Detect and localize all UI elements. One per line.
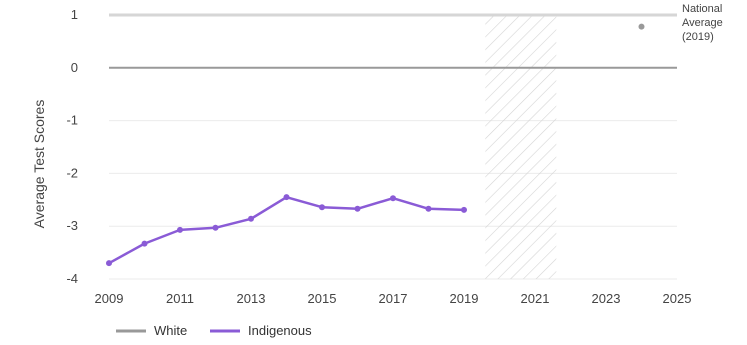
x-tick-label: 2013: [237, 291, 266, 306]
y-tick-label: 0: [71, 60, 78, 75]
y-tick-label: -1: [66, 113, 78, 128]
x-tick-label: 2023: [592, 291, 621, 306]
x-tick-label: 2021: [521, 291, 550, 306]
annotation-point: [638, 23, 645, 30]
data-point: [283, 194, 290, 201]
legend-label-white: White: [154, 323, 187, 338]
data-point: [354, 205, 361, 212]
data-point: [425, 205, 432, 212]
x-tick-label: 2019: [450, 291, 479, 306]
data-point: [141, 240, 148, 247]
x-tick-label: 2009: [95, 291, 124, 306]
annotation-label: National Average (2019): [682, 3, 723, 43]
data-point: [177, 226, 183, 233]
shaded-band: [485, 15, 557, 279]
legend-label-indigenous: Indigenous: [248, 323, 312, 338]
x-tick-label: 2017: [379, 291, 408, 306]
y-tick-label: -4: [66, 271, 78, 286]
data-point: [319, 204, 325, 211]
x-tick-label: 2025: [663, 291, 692, 306]
data-point: [212, 224, 219, 231]
y-axis-title: Average Test Scores: [31, 100, 47, 229]
y-tick-label: -3: [66, 218, 78, 233]
y-tick-label: 1: [71, 7, 78, 22]
data-point: [461, 206, 467, 213]
data-point: [106, 260, 112, 267]
y-tick-label: -2: [66, 165, 78, 180]
data-point: [248, 215, 254, 222]
x-tick-label: 2011: [166, 291, 194, 306]
data-point: [390, 195, 396, 202]
series-line-indigenous: [108, 195, 465, 265]
x-tick-label: 2015: [308, 291, 337, 306]
